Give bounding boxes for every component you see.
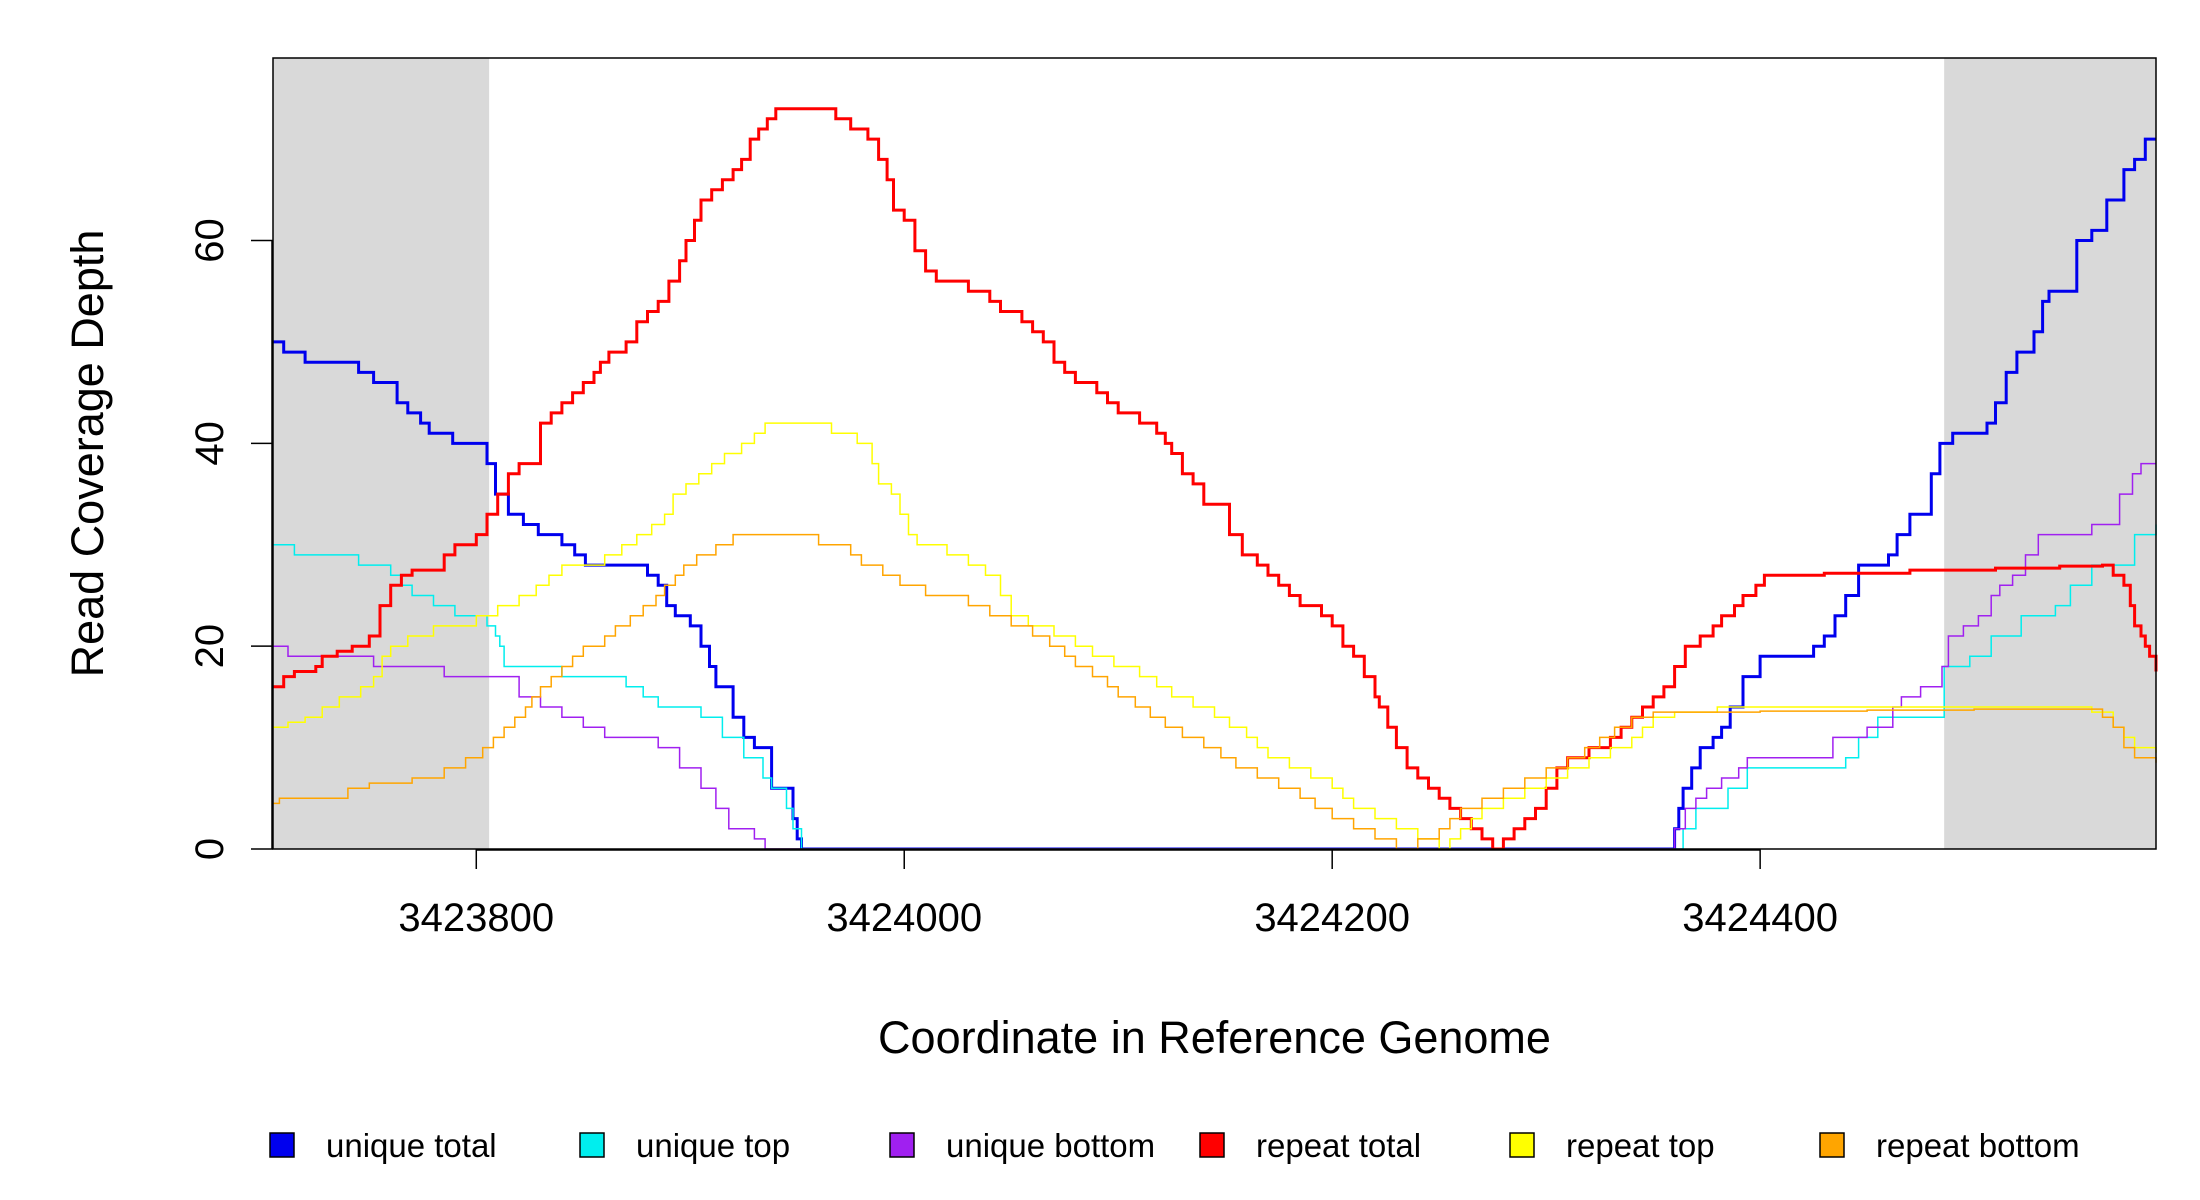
series-line-repeat-bottom (273, 533, 2157, 850)
y-tick-label: 40 (188, 421, 232, 466)
x-axis-title: Coordinate in Reference Genome (878, 1012, 1551, 1063)
x-axis: 3423800 3424000 3424200 3424400 (398, 849, 1838, 940)
series-line-repeat-total (273, 107, 2158, 851)
series-line-repeat-top (273, 422, 2157, 850)
legend-swatch (269, 1132, 295, 1158)
series-line-unique-top (273, 524, 2157, 850)
y-axis-title: Read Coverage Depth (62, 230, 113, 678)
x-tick-label: 3424000 (826, 896, 982, 940)
plot-frame (272, 57, 2157, 850)
series-lines (273, 107, 2158, 851)
shaded-region (1944, 58, 2156, 849)
legend-label: repeat bottom (1876, 1127, 2080, 1164)
legend-swatch (1199, 1132, 1225, 1158)
legend-label: unique total (326, 1127, 497, 1164)
legend-swatch (1819, 1132, 1845, 1158)
legend-swatch (1509, 1132, 1535, 1158)
shaded-regions (273, 58, 2156, 849)
legend-label: repeat top (1566, 1127, 1715, 1164)
x-tick-label: 3424400 (1682, 896, 1838, 940)
legend-label: unique bottom (946, 1127, 1155, 1164)
y-tick-label: 60 (188, 218, 232, 262)
legend: unique total unique top unique bottom repea… (269, 1127, 2080, 1164)
legend-swatch (889, 1132, 915, 1158)
x-tick-label: 3424200 (1254, 896, 1410, 940)
legend-swatch (579, 1132, 605, 1158)
legend-label: unique top (636, 1127, 790, 1164)
series-line-unique-total (273, 137, 2156, 851)
y-tick-label: 0 (188, 838, 232, 860)
series-line-unique-bottom (273, 462, 2156, 850)
shaded-region (273, 58, 490, 849)
x-tick-label: 3423800 (398, 896, 554, 940)
legend-label: repeat total (1256, 1127, 1421, 1164)
y-axis: 0 20 40 60 (188, 218, 273, 860)
y-tick-label: 20 (188, 624, 232, 669)
